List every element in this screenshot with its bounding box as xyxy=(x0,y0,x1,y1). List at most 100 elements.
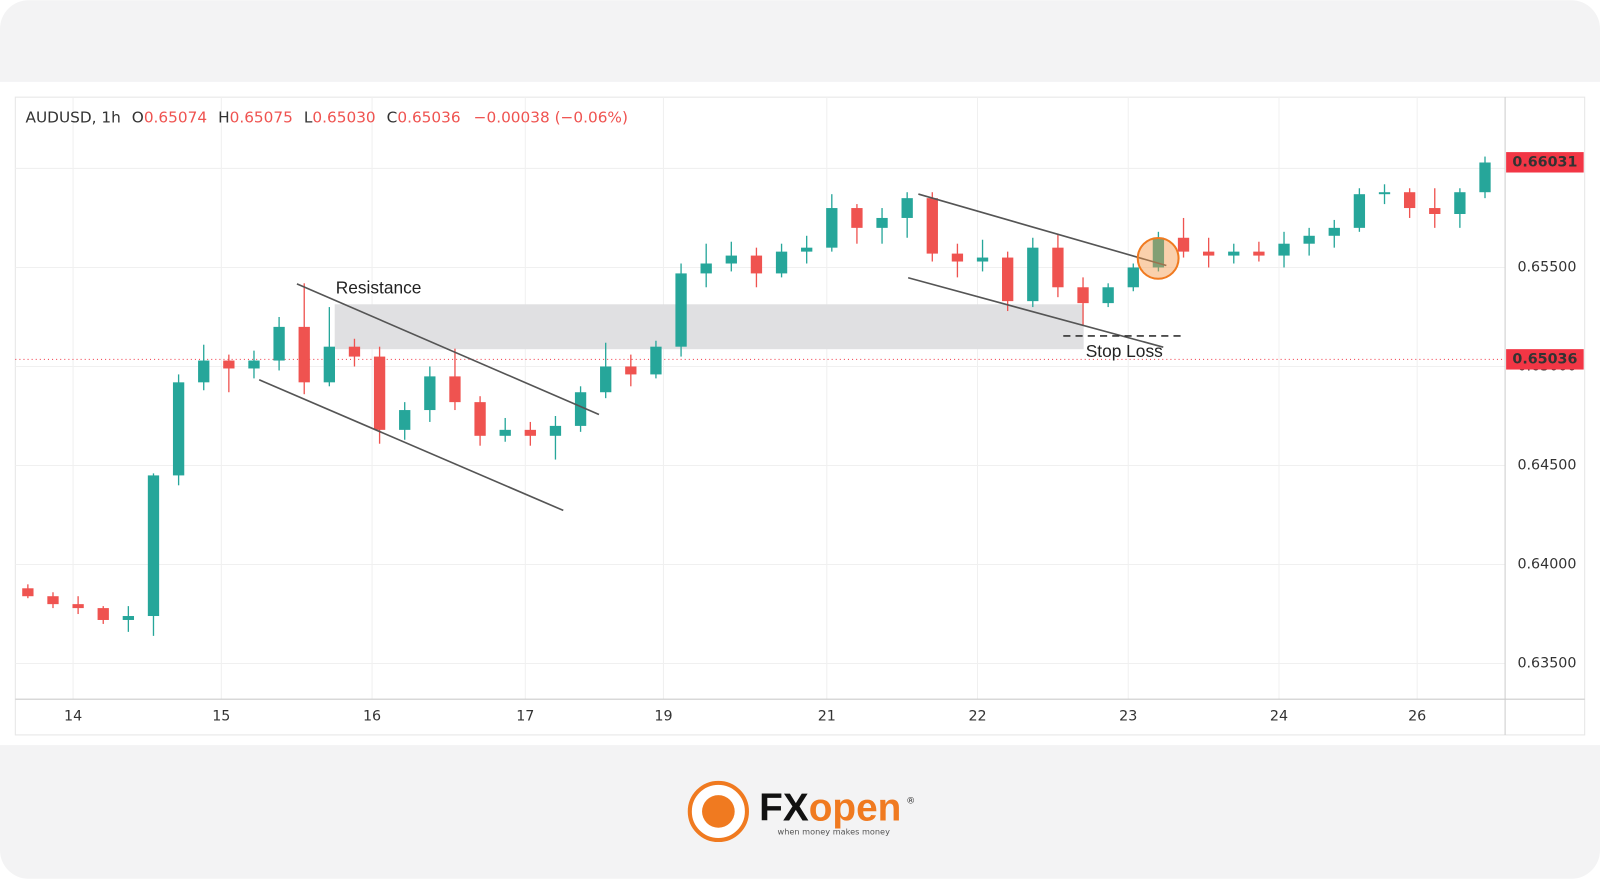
label: O xyxy=(132,108,144,126)
tagline: when money makes money xyxy=(778,826,891,836)
candle-body xyxy=(1152,237,1165,268)
zone xyxy=(334,304,1084,350)
x-tick-label: 23 xyxy=(1119,709,1137,725)
candle-body xyxy=(826,208,838,248)
candle-body xyxy=(700,263,712,274)
channel-line xyxy=(258,379,564,512)
candle-body xyxy=(122,616,135,620)
price-badge xyxy=(1506,152,1584,173)
candle-body xyxy=(1202,251,1215,256)
candle-body xyxy=(449,376,461,403)
candle-body xyxy=(1328,227,1340,236)
candle-body xyxy=(876,217,888,228)
x-tick-label: 16 xyxy=(363,709,381,725)
candle-body xyxy=(22,588,34,597)
candle-body xyxy=(172,382,185,476)
candle-body xyxy=(1052,247,1064,288)
candle-body xyxy=(248,360,260,369)
candle-body xyxy=(1002,257,1014,302)
candle-body xyxy=(976,257,989,262)
brand-b: open xyxy=(809,787,902,830)
brand: FXopen xyxy=(759,787,901,830)
value: 0.65075 xyxy=(230,108,293,126)
candle-body xyxy=(97,608,109,620)
candle-body xyxy=(474,402,486,436)
candle-body xyxy=(1454,192,1466,214)
logo: FXopen ® when money makes money xyxy=(687,780,915,843)
candle-body xyxy=(273,326,285,361)
candle-body xyxy=(1378,192,1391,195)
value: 0.65036 xyxy=(397,108,460,126)
candle-body xyxy=(1027,247,1039,302)
symbol: AUDUSD, 1h xyxy=(26,108,121,126)
candle-body xyxy=(600,366,612,393)
candle-body xyxy=(650,346,662,375)
candle-body xyxy=(901,198,913,218)
value: 0.65030 xyxy=(312,108,375,126)
candle-body xyxy=(1077,287,1089,304)
y-tick-label: 0.64500 xyxy=(1517,458,1576,474)
value: 0.65074 xyxy=(144,108,207,126)
candle-body xyxy=(1102,287,1114,304)
annotation: Resistance xyxy=(336,278,422,298)
candle-body xyxy=(549,425,562,436)
x-tick-label: 14 xyxy=(64,709,82,725)
candle-body xyxy=(198,360,210,383)
x-tick-label: 15 xyxy=(212,709,230,725)
candle-body xyxy=(147,475,160,617)
candle-body xyxy=(1353,194,1366,228)
registered: ® xyxy=(906,796,915,807)
candle-body xyxy=(499,429,511,436)
y-tick-label: 0.65500 xyxy=(1517,259,1576,275)
candle-body xyxy=(72,604,84,609)
y-tick-label: 0.63500 xyxy=(1517,656,1576,672)
candle-body xyxy=(373,356,386,430)
candle-body xyxy=(801,247,813,252)
candle-body xyxy=(926,198,938,254)
x-tick-label: 24 xyxy=(1270,709,1288,725)
candle-body xyxy=(750,255,763,274)
x-tick-label: 22 xyxy=(968,709,986,725)
x-tick-label: 19 xyxy=(654,709,672,725)
candle-body xyxy=(1479,162,1491,193)
candle-body xyxy=(399,410,411,430)
x-tick-label: 26 xyxy=(1408,709,1426,725)
candle-body xyxy=(1177,237,1190,252)
candle-body xyxy=(1228,251,1240,256)
candle-body xyxy=(1253,251,1265,256)
price-badge-label: 0.66031 xyxy=(1512,154,1577,170)
price-badge xyxy=(1506,349,1584,370)
candle-body xyxy=(298,326,310,383)
legend-header: AUDUSD, 1h O0.65074 H0.65075 L0.65030 C0… xyxy=(26,108,628,126)
label: H xyxy=(218,108,230,126)
label: C xyxy=(387,108,398,126)
annotation: Stop Loss xyxy=(1086,341,1163,361)
candle-body xyxy=(1403,192,1416,209)
chart-frame xyxy=(14,96,1586,736)
channel-line xyxy=(907,276,1164,348)
candle-body xyxy=(1303,235,1315,244)
candle-body xyxy=(851,208,863,228)
x-tick-label: 21 xyxy=(818,709,836,725)
candle-body xyxy=(1278,243,1290,256)
candle-body xyxy=(574,392,587,426)
candle-body xyxy=(223,360,235,369)
candle-body xyxy=(348,346,361,357)
entry-marker xyxy=(1136,236,1180,280)
annotations xyxy=(258,193,1184,512)
candle-body xyxy=(675,273,687,347)
channel-line xyxy=(296,283,600,416)
candle-body xyxy=(725,255,737,264)
candle-body xyxy=(424,376,436,411)
candle-body xyxy=(951,253,964,262)
channel-line xyxy=(918,193,1167,267)
price-badge-label: 0.65036 xyxy=(1512,351,1577,367)
x-tick-label: 17 xyxy=(516,709,534,725)
logo-mark xyxy=(702,795,735,828)
candle-body xyxy=(625,366,637,375)
candle-body xyxy=(1127,267,1139,288)
candle-body xyxy=(323,346,335,383)
brand-a: FX xyxy=(759,787,809,830)
candle-body xyxy=(47,596,59,605)
